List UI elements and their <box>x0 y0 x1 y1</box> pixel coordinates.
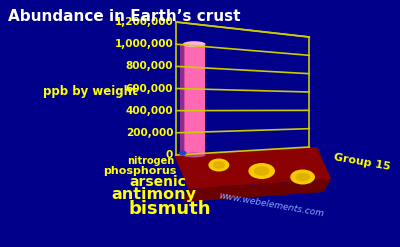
Text: 200,000: 200,000 <box>126 128 173 138</box>
Ellipse shape <box>248 163 275 179</box>
Text: 600,000: 600,000 <box>126 83 173 94</box>
Text: antimony: antimony <box>111 187 196 203</box>
Text: www.webelements.com: www.webelements.com <box>218 191 325 219</box>
Text: Group 15: Group 15 <box>333 152 391 172</box>
Text: arsenic: arsenic <box>130 175 186 189</box>
Text: 1,000,000: 1,000,000 <box>114 39 173 49</box>
Text: Abundance in Earth’s crust: Abundance in Earth’s crust <box>8 9 240 24</box>
Text: phosphorus: phosphorus <box>103 166 176 176</box>
Ellipse shape <box>208 159 229 171</box>
Bar <box>184 44 204 155</box>
Ellipse shape <box>183 152 206 158</box>
Ellipse shape <box>179 150 186 156</box>
Ellipse shape <box>295 172 310 182</box>
Text: 0: 0 <box>166 150 173 160</box>
Ellipse shape <box>183 41 206 47</box>
Text: 1,200,000: 1,200,000 <box>114 17 173 27</box>
Text: nitrogen: nitrogen <box>127 156 174 166</box>
Text: 400,000: 400,000 <box>126 106 173 116</box>
Text: ppb by weight: ppb by weight <box>43 85 138 99</box>
Text: bismuth: bismuth <box>129 200 211 218</box>
Ellipse shape <box>212 161 225 169</box>
Ellipse shape <box>290 169 315 185</box>
Ellipse shape <box>254 166 270 176</box>
Polygon shape <box>174 147 331 189</box>
Bar <box>180 44 185 155</box>
Text: 800,000: 800,000 <box>126 61 173 71</box>
Polygon shape <box>183 179 331 202</box>
